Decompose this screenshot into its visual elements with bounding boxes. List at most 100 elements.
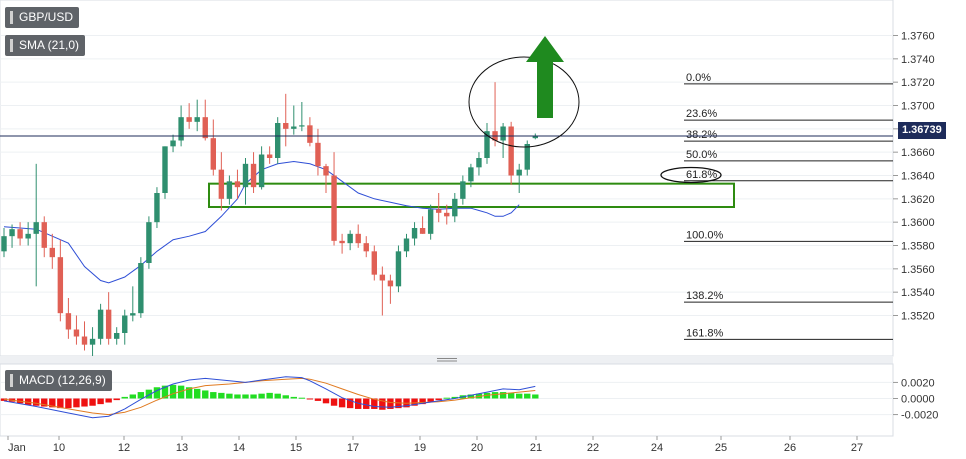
fib-level-label: 161.8% xyxy=(686,327,724,339)
y-tick-label: 1.3620 xyxy=(901,194,935,206)
candle-body xyxy=(347,233,353,244)
histogram-bar xyxy=(113,398,120,401)
y-tick-label: 1.3580 xyxy=(901,241,935,253)
x-tick-label: 13 xyxy=(176,442,188,454)
candle-body xyxy=(468,167,474,182)
up-arrow-icon xyxy=(526,36,564,118)
candle-body xyxy=(427,209,434,234)
histogram-bar xyxy=(242,394,249,399)
histogram-bar xyxy=(194,388,201,399)
histogram-bar xyxy=(298,397,306,399)
histogram-bar xyxy=(97,398,104,405)
histogram-bar xyxy=(274,393,281,399)
histogram-bar xyxy=(507,392,515,399)
candle-body xyxy=(33,222,39,234)
histogram-bar xyxy=(387,398,394,409)
histogram-bar xyxy=(467,394,475,399)
candle-body xyxy=(411,228,418,239)
candle-body xyxy=(9,229,15,237)
candle-body xyxy=(307,125,313,143)
histogram-bar xyxy=(411,398,418,406)
macd-axis: 0.0020 0.0000 -0.0020 xyxy=(893,377,938,422)
histogram-bar xyxy=(202,390,209,399)
y-tick-label: 1.3700 xyxy=(901,101,935,113)
candle-body xyxy=(154,193,160,223)
histogram-bar xyxy=(49,398,56,408)
candle-body xyxy=(226,181,233,199)
histogram-bar xyxy=(169,384,177,399)
support-zone xyxy=(208,182,735,209)
candle-body xyxy=(210,138,216,170)
candle-body xyxy=(178,117,184,141)
macd-tick-label: 0.0020 xyxy=(901,377,935,389)
histogram-bar xyxy=(499,392,507,399)
candle-body xyxy=(114,333,120,339)
macd-line xyxy=(3,376,536,419)
x-tick-label: 24 xyxy=(651,442,663,454)
signal-line xyxy=(3,377,536,416)
x-tick-label: 10 xyxy=(53,442,65,454)
candle-body xyxy=(371,251,377,275)
fib-level-label: 138.2% xyxy=(686,290,724,302)
candle-body xyxy=(460,181,466,199)
macd-indicator-badge[interactable]: MACD (12,26,9) xyxy=(5,370,112,391)
candle-body xyxy=(89,338,96,345)
histogram-bar xyxy=(330,398,338,406)
y-tick-label: 1.3600 xyxy=(901,217,935,229)
symbol-badge[interactable]: GBP/USD xyxy=(5,7,80,28)
candle-body xyxy=(291,126,297,129)
candle-body xyxy=(452,198,458,217)
candle-body xyxy=(323,166,329,176)
price-panel xyxy=(0,0,894,357)
histogram-bar xyxy=(129,394,136,399)
y-tick-label: 1.3760 xyxy=(901,31,935,43)
candle-body xyxy=(146,222,152,263)
histogram-bar xyxy=(282,395,289,399)
candle-body xyxy=(444,212,450,217)
candle-body xyxy=(41,222,47,248)
macd-indicator-label: MACD (12,26,9) xyxy=(19,373,106,387)
time-axis: Jan 10 12 13 14 15 17 19 20 21 22 24 25 26 27 xyxy=(7,436,863,454)
x-tick-label: 26 xyxy=(784,442,796,454)
fib-level-label: 61.8% xyxy=(686,169,717,181)
candle-body xyxy=(524,144,530,170)
candle-body xyxy=(49,247,55,258)
histogram-bar xyxy=(363,398,370,409)
histogram-bar xyxy=(250,394,257,399)
histogram-bar xyxy=(524,393,531,399)
histogram-bar xyxy=(491,392,499,399)
candle-body xyxy=(258,154,265,188)
candle-body xyxy=(186,117,192,122)
candle-body xyxy=(162,146,168,193)
candle-body xyxy=(299,125,305,127)
candle-body xyxy=(25,233,31,239)
histogram-bar xyxy=(443,397,450,399)
candle-body xyxy=(508,126,514,176)
candle-body xyxy=(250,163,257,188)
histogram-bar xyxy=(314,398,322,401)
macd-tick-label: -0.0020 xyxy=(901,410,938,422)
fib-level-label: 50.0% xyxy=(686,149,717,161)
highlight-circle xyxy=(468,56,580,148)
histogram-bar xyxy=(145,389,153,399)
candle-body xyxy=(355,233,361,244)
panel-splitter[interactable] xyxy=(0,356,893,364)
candle-body xyxy=(387,280,394,287)
candle-body xyxy=(436,209,442,213)
candle-body xyxy=(81,336,88,345)
candle-body xyxy=(484,131,490,158)
fib-61-highlight-oval xyxy=(660,166,722,184)
histogram-bar xyxy=(379,398,386,410)
histogram-bar xyxy=(137,392,145,399)
candle-body xyxy=(379,274,386,281)
candle-body xyxy=(105,309,112,339)
histogram-bar xyxy=(419,398,426,405)
fib-level-label: 100.0% xyxy=(686,229,724,241)
histogram-bar xyxy=(234,394,241,399)
y-tick-label: 1.3520 xyxy=(901,311,935,323)
candle-body xyxy=(532,135,538,139)
candle-body xyxy=(122,315,128,333)
x-tick-label: 27 xyxy=(851,442,863,454)
sma-indicator-badge[interactable]: SMA (21,0) xyxy=(5,35,86,56)
y-tick-label: 1.3740 xyxy=(901,54,935,66)
